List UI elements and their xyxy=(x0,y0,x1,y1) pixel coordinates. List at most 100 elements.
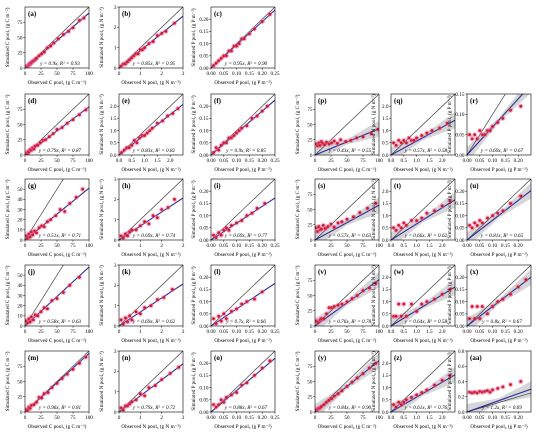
regression-equation: y = 0.79x, R² = 0.87 xyxy=(38,148,82,154)
y-tick-label: 0.0 xyxy=(110,153,117,159)
x-tick-label: 0.25 xyxy=(270,243,279,249)
data-point xyxy=(332,394,336,398)
data-point xyxy=(404,223,408,227)
data-point xyxy=(217,314,221,318)
x-tick-label: 0.25 xyxy=(270,158,279,164)
x-axis-label: Observed C pool₄ (g C m⁻²) xyxy=(28,337,87,344)
x-tick-label: 0.00 xyxy=(206,415,215,421)
axes-frame xyxy=(466,264,532,327)
x-tick-label: 75 xyxy=(70,158,76,164)
data-point xyxy=(138,136,141,140)
y-tick-label: 0.5 xyxy=(382,398,389,404)
x-tick-label: 0.10 xyxy=(488,243,497,249)
panel-label: (y) xyxy=(318,354,327,362)
data-point xyxy=(366,206,369,210)
data-point xyxy=(509,108,512,112)
one-to-one-line xyxy=(25,179,64,240)
x-tick-label: 1 xyxy=(139,71,142,77)
data-point xyxy=(125,146,129,150)
data-point xyxy=(322,317,326,321)
data-point xyxy=(332,225,336,229)
x-tick-label: 25 xyxy=(328,158,334,164)
regression-equation: y = 0.69x, R² = 0.77 xyxy=(224,233,268,239)
y-axis-label: Simulated N pool₄ (g N m⁻²) xyxy=(98,265,105,326)
data-point xyxy=(119,64,123,68)
data-point xyxy=(160,378,164,381)
y-axis-label: Simulated C pool₃ (g C m⁻²) xyxy=(294,265,301,325)
data-point xyxy=(358,211,362,214)
y-tick-label: 1.0 xyxy=(382,128,389,134)
x-tick-label: 100 xyxy=(85,243,93,249)
x-tick-label: 0.5 xyxy=(129,158,136,164)
data-point xyxy=(147,386,151,389)
panel-label: (p) xyxy=(318,97,327,105)
y-axis-label: Simulated N pool₁ (g N m⁻²) xyxy=(98,7,105,68)
y-axis-label: Simulated C pool₄ (g C m⁻²) xyxy=(294,351,301,411)
y-tick-label: 3 xyxy=(114,349,117,355)
panel-label: (v) xyxy=(318,268,327,276)
x-tick-label: 0.20 xyxy=(514,243,523,249)
regression-equation: y = 0.81x, R² = 0.65 xyxy=(480,233,524,239)
x-tick-label: 0.15 xyxy=(501,243,510,249)
data-point xyxy=(126,60,129,64)
y-axis-label: Simulated C pool₂ (g C m⁻²) xyxy=(294,179,301,239)
data-point xyxy=(130,56,134,60)
data-point xyxy=(27,317,31,321)
data-point xyxy=(130,400,134,404)
x-tick-label: 0.20 xyxy=(258,243,267,249)
x-tick-label: 0.20 xyxy=(514,329,523,335)
data-point xyxy=(222,54,226,58)
data-point xyxy=(394,143,398,147)
data-point xyxy=(480,390,484,394)
data-point xyxy=(473,133,477,137)
one-to-one-line xyxy=(391,94,455,155)
axes-frame xyxy=(210,93,276,156)
data-point xyxy=(268,359,272,363)
x-tick-label: 1.0 xyxy=(413,158,420,164)
x-axis-label: Observed P pool₃ (g P m⁻²) xyxy=(214,251,271,258)
data-point xyxy=(33,229,36,233)
data-point xyxy=(399,226,403,230)
data-point xyxy=(230,309,233,313)
data-point xyxy=(433,297,436,301)
data-point xyxy=(55,127,59,131)
data-point xyxy=(214,236,218,239)
data-point xyxy=(138,392,142,396)
y-axis-label: Simulated P pool₂ (g P m⁻²) xyxy=(446,180,453,239)
y-tick-label: 1.5 xyxy=(382,201,389,207)
x-tick-label: 0.20 xyxy=(258,158,267,164)
data-point xyxy=(42,50,46,54)
data-point xyxy=(41,138,45,142)
panel-q: 0.0 0.5 1.0 1.5 2.0 0.0 0.5 1.0 1.5 2.0 Observed N… xyxy=(370,93,456,173)
panel-label: (a) xyxy=(28,10,37,18)
y-tick-label: 25 xyxy=(17,395,23,401)
x-axis-label: Observed P pool₄ (g P m⁻²) xyxy=(214,337,271,344)
regression-equation: y = 0.96x, R² = 0.81 xyxy=(38,405,82,411)
data-point xyxy=(415,219,418,222)
y-tick-label: 0 xyxy=(114,324,117,330)
x-tick-label: 3 xyxy=(182,415,185,421)
data-point xyxy=(219,398,223,402)
x-tick-label: 0.15 xyxy=(501,158,510,164)
data-point xyxy=(237,129,241,132)
data-point xyxy=(496,386,500,390)
data-point xyxy=(143,220,146,224)
data-point xyxy=(121,62,125,66)
data-point xyxy=(250,211,254,215)
panel-s: 0 25 50 75 100 0 25 50 75 Observed C pool₂ (g C m… xyxy=(294,178,383,258)
y-axis-label: Simulated P pool₃ (g P m⁻²) xyxy=(446,266,453,325)
x-tick-label: 0.15 xyxy=(245,158,254,164)
data-point xyxy=(121,408,125,412)
data-point xyxy=(46,46,49,50)
y-tick-label: 2 xyxy=(114,369,117,375)
regression-equation: y = 0.57x, R² = 0.63 xyxy=(328,233,372,239)
x-axis-label: Observed N pool₃ (g N m⁻²) xyxy=(393,337,453,344)
fit-line xyxy=(211,197,275,240)
data-point xyxy=(38,141,42,145)
data-point xyxy=(128,58,132,62)
data-point xyxy=(399,314,403,318)
y-tick-label: 0.00 xyxy=(199,410,208,416)
regression-equation: y = 0.8x, R² = 0.67 xyxy=(481,319,522,325)
data-point xyxy=(248,32,251,36)
plot-area xyxy=(211,7,275,68)
